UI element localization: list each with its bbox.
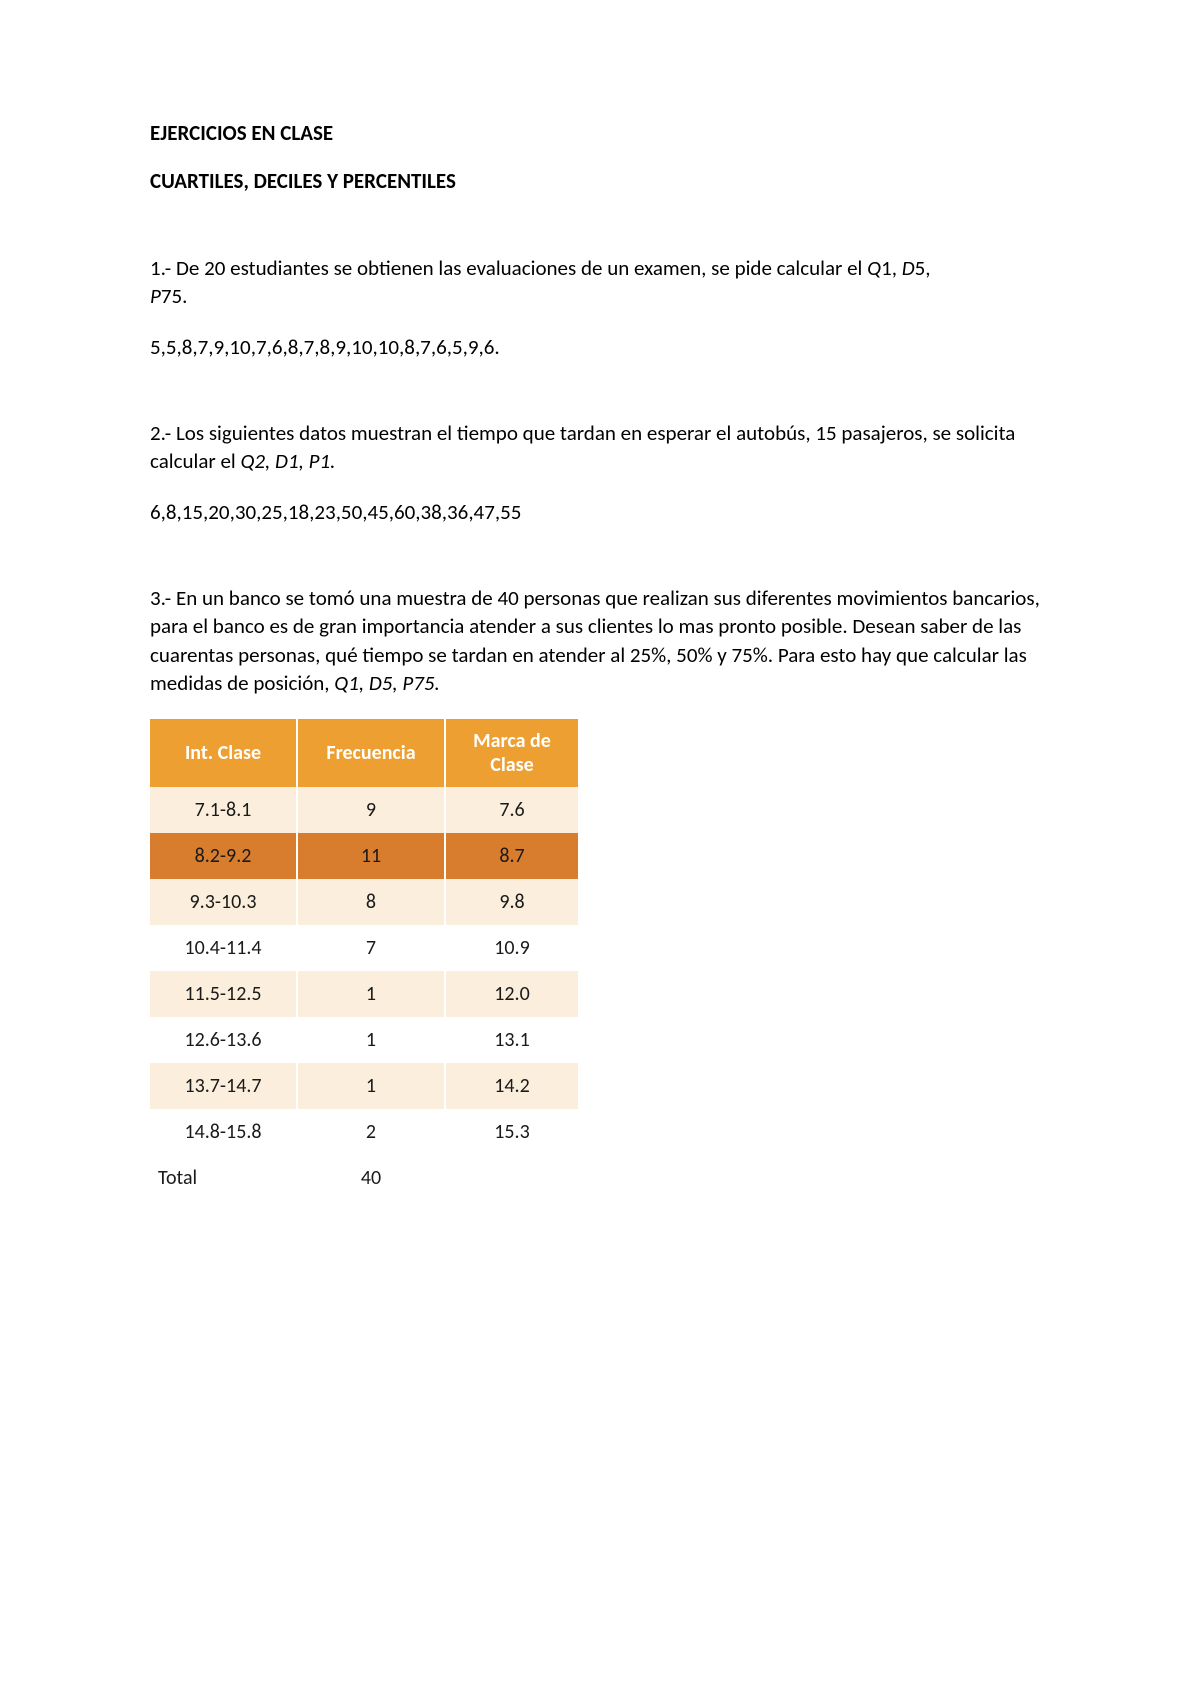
table-cell: 1 (297, 1017, 445, 1063)
q3-text: 3.- En un banco se tomó una muestra de 4… (150, 584, 1050, 697)
table-header-row: Int. Clase Frecuencia Marca de Clase (150, 719, 578, 787)
var-p: P (150, 283, 161, 309)
q3-meas: Q1, D5, P75. (334, 670, 440, 696)
table-cell: 11.5-12.5 (150, 971, 297, 1017)
page: EJERCICIOS EN CLASE CUARTILES, DECILES Y… (0, 0, 1200, 1697)
frequency-table: Int. Clase Frecuencia Marca de Clase 7.1… (150, 719, 578, 1201)
q3-prefix: 3.- En un banco se tomó una muestra de 4… (150, 585, 1040, 696)
table-cell: 2 (297, 1109, 445, 1155)
table-cell: 9.3-10.3 (150, 879, 297, 925)
table-row: 10.4-11.4710.9 (150, 925, 578, 971)
table-row: 9.3-10.389.8 (150, 879, 578, 925)
table-row: 14.8-15.8215.3 (150, 1109, 578, 1155)
table-cell: 7.1-8.1 (150, 787, 297, 833)
total-empty (445, 1155, 578, 1201)
table-cell: 11 (297, 833, 445, 879)
total-value: 40 (297, 1155, 445, 1201)
q1-text: 1.- De 20 estudiantes se obtienen las ev… (150, 254, 1050, 311)
q2-text: 2.- Los siguientes datos muestran el tie… (150, 419, 1050, 476)
table-cell: 14.8-15.8 (150, 1109, 297, 1155)
table-cell: 7 (297, 925, 445, 971)
table-cell: 15.3 (445, 1109, 578, 1155)
total-label: Total (150, 1155, 297, 1201)
table-cell: 7.6 (445, 787, 578, 833)
table-cell: 1 (297, 1063, 445, 1109)
table-cell: 13.1 (445, 1017, 578, 1063)
table-cell: 14.2 (445, 1063, 578, 1109)
title-sub: CUARTILES, DECILES Y PERCENTILES (150, 168, 1050, 194)
th-marca: Marca de Clase (445, 719, 578, 787)
var-q-n: 1, (881, 255, 902, 281)
table-row: 8.2-9.2118.7 (150, 833, 578, 879)
table-cell: 9 (297, 787, 445, 833)
table-cell: 1 (297, 971, 445, 1017)
table-row: 12.6-13.6113.1 (150, 1017, 578, 1063)
table-cell: 8 (297, 879, 445, 925)
q2-data: 6,8,15,20,30,25,18,23,50,45,60,38,36,47,… (150, 498, 1050, 526)
var-d-n: 5, (915, 255, 931, 281)
q1-data: 5,5,8,7,9,10,7,6,8,7,8,9,10,10,8,7,6,5,9… (150, 333, 1050, 361)
table-cell: 13.7-14.7 (150, 1063, 297, 1109)
title-main: EJERCICIOS EN CLASE (150, 120, 1050, 146)
table-cell: 12.0 (445, 971, 578, 1017)
table-cell: 8.2-9.2 (150, 833, 297, 879)
table-total-row: Total40 (150, 1155, 578, 1201)
table-row: 13.7-14.7114.2 (150, 1063, 578, 1109)
q2-meas: Q2, D1, P1. (240, 448, 335, 474)
table-row: 11.5-12.5112.0 (150, 971, 578, 1017)
var-q: Q (867, 255, 881, 281)
table-cell: 12.6-13.6 (150, 1017, 297, 1063)
th-int-clase: Int. Clase (150, 719, 297, 787)
th-frecuencia: Frecuencia (297, 719, 445, 787)
var-d: D (902, 255, 915, 281)
var-p-n: 75. (161, 283, 188, 309)
q1-prefix: 1.- De 20 estudiantes se obtienen las ev… (150, 255, 867, 281)
table-cell: 10.9 (445, 925, 578, 971)
table-cell: 9.8 (445, 879, 578, 925)
table-row: 7.1-8.197.6 (150, 787, 578, 833)
table-cell: 8.7 (445, 833, 578, 879)
table-cell: 10.4-11.4 (150, 925, 297, 971)
